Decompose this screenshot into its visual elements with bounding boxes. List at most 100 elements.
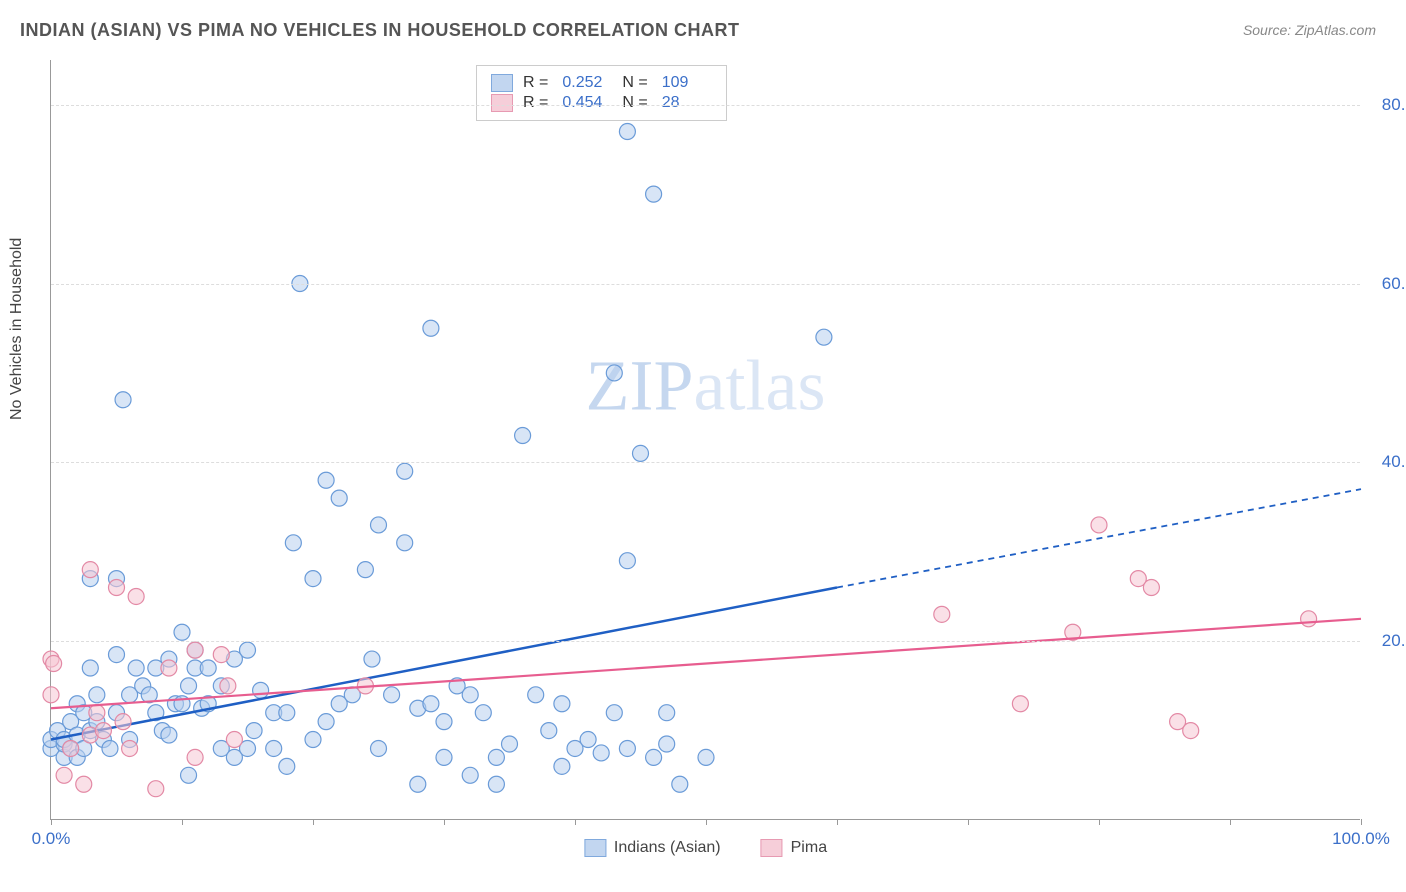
xtick	[837, 819, 838, 825]
trend-line-extrapolated	[837, 489, 1361, 587]
gridline	[51, 462, 1360, 463]
data-point	[1143, 580, 1159, 596]
data-point	[541, 723, 557, 739]
xtick	[575, 819, 576, 825]
data-point	[633, 445, 649, 461]
plot-area: ZIPatlas R = 0.252 N = 109 R = 0.454 N =…	[50, 60, 1360, 820]
data-point	[305, 732, 321, 748]
data-point	[659, 736, 675, 752]
data-point	[371, 740, 387, 756]
data-point	[397, 535, 413, 551]
data-point	[410, 776, 426, 792]
data-point	[109, 647, 125, 663]
data-point	[56, 767, 72, 783]
data-point	[423, 696, 439, 712]
xtick	[968, 819, 969, 825]
data-point	[659, 705, 675, 721]
data-point	[371, 517, 387, 533]
data-point	[43, 687, 59, 703]
legend-label-pima: Pima	[791, 839, 827, 857]
data-point	[318, 714, 334, 730]
data-point	[226, 732, 242, 748]
data-point	[161, 660, 177, 676]
source-attribution: Source: ZipAtlas.com	[1243, 22, 1376, 38]
data-point	[187, 642, 203, 658]
data-point	[109, 580, 125, 596]
data-point	[279, 758, 295, 774]
data-point	[672, 776, 688, 792]
data-point	[475, 705, 491, 721]
data-point	[89, 687, 105, 703]
data-point	[89, 705, 105, 721]
data-point	[580, 732, 596, 748]
data-point	[305, 571, 321, 587]
data-point	[46, 656, 62, 672]
data-point	[240, 642, 256, 658]
data-point	[63, 740, 79, 756]
data-point	[515, 428, 531, 444]
data-point	[148, 781, 164, 797]
xtick	[1099, 819, 1100, 825]
xtick	[182, 819, 183, 825]
ytick-label: 40.0%	[1382, 452, 1406, 472]
legend-label-indians: Indians (Asian)	[614, 839, 721, 857]
data-point	[646, 749, 662, 765]
data-point	[1183, 723, 1199, 739]
data-point	[606, 365, 622, 381]
data-point	[266, 740, 282, 756]
data-point	[128, 660, 144, 676]
xtick	[706, 819, 707, 825]
data-point	[1012, 696, 1028, 712]
data-point	[934, 606, 950, 622]
data-point	[593, 745, 609, 761]
data-point	[619, 553, 635, 569]
data-point	[174, 624, 190, 640]
xtick	[51, 819, 52, 825]
data-point	[181, 767, 197, 783]
data-point	[436, 714, 452, 730]
data-point	[357, 562, 373, 578]
data-point	[554, 696, 570, 712]
data-point	[462, 687, 478, 703]
data-point	[161, 727, 177, 743]
data-point	[502, 736, 518, 752]
series-legend: Indians (Asian) Pima	[584, 839, 827, 857]
chart-svg	[51, 60, 1360, 819]
gridline	[51, 641, 1360, 642]
data-point	[213, 647, 229, 663]
data-point	[95, 723, 111, 739]
data-point	[279, 705, 295, 721]
data-point	[606, 705, 622, 721]
data-point	[82, 660, 98, 676]
xtick	[1230, 819, 1231, 825]
data-point	[1091, 517, 1107, 533]
ytick-label: 60.0%	[1382, 274, 1406, 294]
data-point	[528, 687, 544, 703]
xtick-label: 100.0%	[1332, 829, 1390, 849]
data-point	[220, 678, 236, 694]
data-point	[102, 740, 118, 756]
ytick-label: 20.0%	[1382, 631, 1406, 651]
data-point	[436, 749, 452, 765]
data-point	[1301, 611, 1317, 627]
gridline	[51, 105, 1360, 106]
data-point	[200, 660, 216, 676]
data-point	[384, 687, 400, 703]
data-point	[253, 682, 269, 698]
data-point	[488, 776, 504, 792]
data-point	[331, 490, 347, 506]
data-point	[619, 740, 635, 756]
chart-title: INDIAN (ASIAN) VS PIMA NO VEHICLES IN HO…	[20, 20, 740, 41]
data-point	[187, 749, 203, 765]
data-point	[397, 463, 413, 479]
data-point	[488, 749, 504, 765]
data-point	[76, 776, 92, 792]
data-point	[619, 124, 635, 140]
trend-line	[51, 619, 1361, 708]
legend-item-indians: Indians (Asian)	[584, 839, 721, 857]
data-point	[115, 392, 131, 408]
data-point	[816, 329, 832, 345]
data-point	[423, 320, 439, 336]
xtick	[313, 819, 314, 825]
data-point	[554, 758, 570, 774]
